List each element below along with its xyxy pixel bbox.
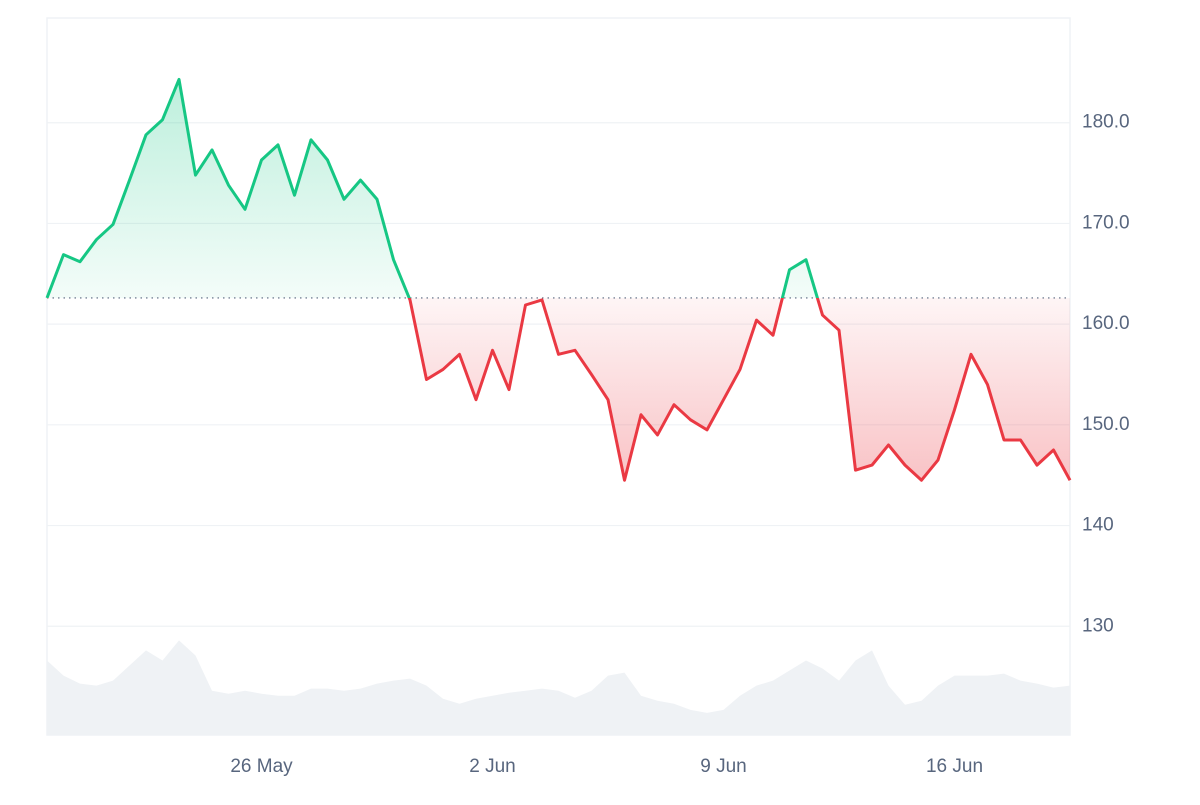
x-tick-label: 26 May	[230, 756, 293, 777]
x-tick-label: 16 Jun	[926, 756, 983, 777]
y-tick-label: 170.0	[1082, 212, 1130, 233]
y-tick-label: 150.0	[1082, 414, 1130, 435]
volume-area	[47, 640, 1070, 735]
price-area	[47, 79, 1070, 481]
y-tick-label: 180.0	[1082, 112, 1130, 133]
y-tick-label: 130	[1082, 615, 1114, 636]
x-tick-label: 9 Jun	[700, 756, 746, 777]
y-tick-label: 160.0	[1082, 313, 1130, 334]
y-tick-label: 140	[1082, 515, 1114, 536]
x-tick-label: 2 Jun	[469, 756, 515, 777]
price-line	[45, 77, 1072, 482]
